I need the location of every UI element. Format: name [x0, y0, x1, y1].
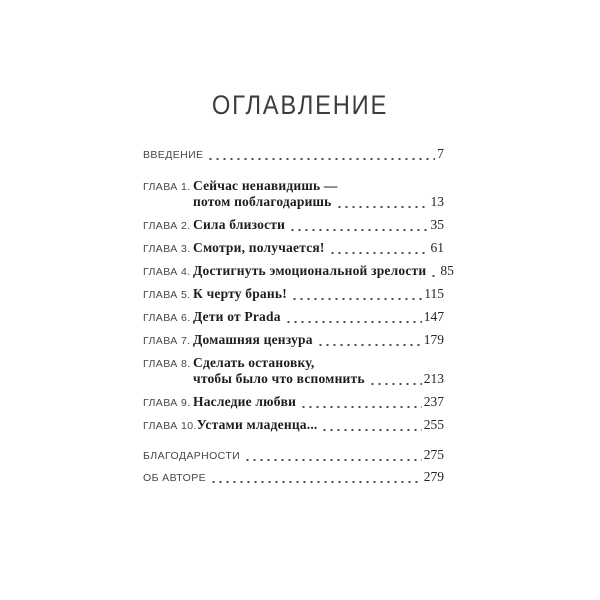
chapter-title-row: потом поблагодаришь 13	[193, 194, 444, 210]
chapter-title-row: Смотри, получается! 61	[193, 240, 444, 256]
page-title: ОГЛАВЛЕНИЕ	[211, 90, 389, 120]
dot-leader	[368, 371, 422, 387]
chapter-label: ГЛАВА 2.	[143, 220, 191, 232]
chapter-label: ГЛАВА 6.	[143, 312, 191, 324]
page-number: 213	[423, 371, 444, 386]
chapter-title: К черту брань!	[193, 286, 287, 301]
toc-entry-chapter-1: ГЛАВА 1. Сейчас ненавидишь — потом побла…	[143, 178, 444, 210]
dot-leader	[290, 286, 423, 302]
chapter-title: Достигнуть эмоциональной зрелости	[193, 263, 427, 278]
entry-label: БЛАГОДАРНОСТИ	[143, 450, 241, 462]
chapter-title: Устами младенца...	[196, 417, 318, 432]
dot-leader	[300, 394, 422, 410]
chapter-label: ГЛАВА 3.	[143, 243, 191, 255]
dot-leader	[430, 263, 439, 279]
chapter-body: Сделать остановку, чтобы было что вспомн…	[193, 355, 444, 387]
toc-entry-chapter-9: ГЛАВА 9. Наследие любви 237	[143, 394, 444, 410]
toc-entry-chapter-8: ГЛАВА 8. Сделать остановку, чтобы было ч…	[143, 355, 444, 387]
chapter-label: ГЛАВА 10.	[143, 420, 197, 432]
chapter-title-line2: потом поблагодаришь	[193, 194, 332, 209]
toc-entry-chapter-2: ГЛАВА 2. Сила близости 35	[143, 217, 444, 233]
chapter-title: Сила близости	[193, 217, 286, 232]
entry-label: ВВЕДЕНИЕ	[143, 149, 204, 161]
chapter-title-row: Устами младенца... 255	[197, 417, 444, 433]
chapter-label: ГЛАВА 7.	[143, 335, 191, 347]
chapter-title-row: чтобы было что вспомнить 213	[193, 371, 444, 387]
toc-entry-acknowledgements: БЛАГОДАРНОСТИ 275	[143, 447, 444, 463]
dot-leader	[289, 217, 429, 233]
chapter-title-line1: Сейчас ненавидишь —	[193, 178, 338, 193]
dot-leader	[328, 240, 429, 256]
chapter-body: Устами младенца... 255	[197, 417, 444, 433]
dot-leader	[210, 469, 422, 485]
chapter-title-row: К черту брань! 115	[193, 286, 444, 302]
chapter-title-row: Наследие любви 237	[193, 394, 444, 410]
chapter-title-line2: чтобы было что вспомнить	[193, 371, 365, 386]
chapter-body: Достигнуть эмоциональной зрелости 85	[193, 263, 454, 279]
chapter-title-row: Домашняя цензура 179	[193, 332, 444, 348]
chapter-label: ГЛАВА 8.	[143, 358, 191, 370]
toc-entry-chapter-6: ГЛАВА 6. Дети от Prada 147	[143, 309, 444, 325]
dot-leader	[316, 332, 422, 348]
page-number: 147	[423, 309, 444, 324]
page-number: 7	[437, 146, 444, 161]
chapter-title-row: Достигнуть эмоциональной зрелости 85	[193, 263, 454, 279]
chapter-body: К черту брань! 115	[193, 286, 444, 302]
page-number: 61	[430, 240, 445, 255]
page-number: 237	[423, 394, 444, 409]
chapter-title: Наследие любви	[193, 394, 297, 409]
toc-back-matter: БЛАГОДАРНОСТИ 275 ОБ АВТОРЕ 279	[143, 447, 444, 485]
page-number: 179	[423, 332, 444, 347]
toc-list: ВВЕДЕНИЕ 7 ГЛАВА 1. Сейчас ненавидишь — …	[143, 146, 454, 491]
toc-entry-chapter-7: ГЛАВА 7. Домашняя цензура 179	[143, 332, 444, 348]
chapter-title-row: Дети от Prada 147	[193, 309, 444, 325]
chapter-title: Домашняя цензура	[193, 332, 313, 347]
page-number: 255	[423, 417, 444, 432]
page-number: 35	[430, 217, 445, 232]
chapter-body: Домашняя цензура 179	[193, 332, 444, 348]
chapter-title: Смотри, получается!	[193, 240, 325, 255]
toc-entry-chapter-10: ГЛАВА 10. Устами младенца... 255	[143, 417, 444, 433]
chapter-body: Смотри, получается! 61	[193, 240, 444, 256]
chapter-body: Сила близости 35	[193, 217, 444, 233]
chapter-label: ГЛАВА 1.	[143, 181, 191, 193]
dot-leader	[207, 146, 436, 162]
dot-leader	[335, 194, 429, 210]
chapter-body: Наследие любви 237	[193, 394, 444, 410]
page-number: 115	[424, 286, 444, 301]
toc-entry-chapter-5: ГЛАВА 5. К черту брань! 115	[143, 286, 444, 302]
page-number: 85	[440, 263, 454, 278]
page-number: 13	[430, 194, 445, 209]
dot-leader	[284, 309, 422, 325]
toc-entry-introduction: ВВЕДЕНИЕ 7	[143, 146, 444, 162]
page-number: 279	[423, 469, 444, 484]
chapter-title-line1: Сделать остановку,	[193, 355, 315, 370]
chapter-title: Дети от Prada	[193, 309, 281, 324]
chapter-title-row: Сила близости 35	[193, 217, 444, 233]
chapter-label: ГЛАВА 4.	[143, 266, 191, 278]
chapter-label: ГЛАВА 9.	[143, 397, 191, 409]
entry-label: ОБ АВТОРЕ	[143, 472, 206, 484]
chapter-label: ГЛАВА 5.	[143, 289, 191, 301]
chapter-body: Сейчас ненавидишь — потом поблагодаришь …	[193, 178, 444, 210]
page-number: 275	[423, 447, 444, 462]
toc-entry-chapter-3: ГЛАВА 3. Смотри, получается! 61	[143, 240, 444, 256]
chapter-body: Дети от Prada 147	[193, 309, 444, 325]
dot-leader	[321, 417, 422, 433]
toc-entry-about-author: ОБ АВТОРЕ 279	[143, 469, 444, 485]
dot-leader	[244, 447, 422, 463]
toc-entry-chapter-4: ГЛАВА 4. Достигнуть эмоциональной зрелос…	[143, 263, 454, 279]
